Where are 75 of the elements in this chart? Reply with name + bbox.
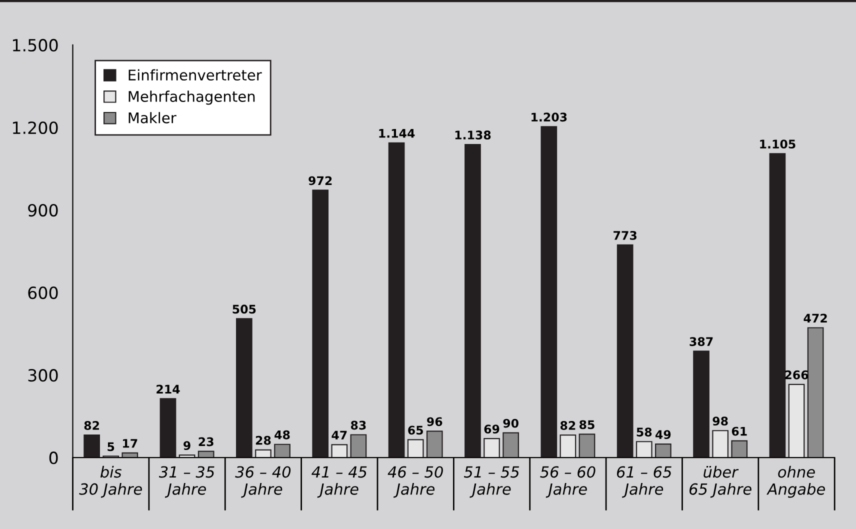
x-tick-label: 51 – 55 Jahre [464,466,520,498]
bar [426,430,443,458]
x-tick-label: 31 – 35 Jahre [158,466,214,498]
bar [160,398,176,458]
bar [788,384,805,458]
y-tick-label: 600 [28,286,58,300]
data-label: 505 [232,304,256,314]
x-tick-label: über 65 Jahre [690,466,752,498]
x-tick-label: 56 – 60 Jahre [540,466,596,498]
y-tick-label: 0 [49,452,58,464]
data-label: 90 [503,418,518,428]
bar [769,153,786,458]
bar [331,444,348,458]
legend-label: Mehrfachagenten [128,90,255,105]
x-tick-label: 46 – 50 Jahre [388,466,443,498]
data-label: 387 [690,337,713,346]
y-tick-label: 300 [28,369,58,382]
x-tick-label: 61 – 65 Jahre [616,466,672,498]
data-label: 28 [256,436,271,445]
bar [255,449,272,458]
data-label: 49 [656,430,671,440]
data-label: 23 [198,437,214,446]
bar [236,318,252,458]
data-label: 65 [408,426,423,435]
data-label: 85 [580,420,594,430]
bar [388,142,405,458]
data-label: 58 [636,428,652,437]
x-tick-label: 36 – 40 Jahre [235,466,291,498]
bar [636,441,652,458]
data-label: 9 [184,441,190,450]
y-tick-label: 1.500 [12,38,58,52]
x-tick-label: bis 30 Jahre [79,466,142,498]
bar [693,350,710,458]
bar [540,126,558,458]
data-label: 96 [427,417,442,426]
data-label: 1.203 [532,112,567,122]
data-label: 214 [156,384,180,394]
bar [502,432,519,458]
bar [731,440,748,458]
data-label: 1.138 [455,130,491,140]
bar [578,434,596,458]
bar [198,450,214,458]
data-label: 5 [108,442,114,452]
data-label: 472 [804,314,827,323]
data-label: 773 [614,230,636,240]
bar [484,438,500,458]
data-label: 69 [484,424,500,434]
data-label: 61 [732,426,747,436]
data-label: 17 [123,439,138,448]
bar [350,434,367,458]
data-label: 1.144 [379,129,415,138]
data-label: 1.105 [760,140,796,149]
bar [84,434,100,458]
bar [312,190,329,458]
data-label: 98 [712,416,728,426]
data-label: 972 [308,176,332,186]
data-label: 82 [84,421,99,430]
bar [407,439,424,458]
bar [274,444,290,458]
data-label: 48 [274,430,290,440]
data-label: 83 [350,420,366,430]
x-tick-label: 41 – 45 Jahre [312,466,367,498]
bar [560,434,576,458]
y-tick-label: 1.200 [12,121,58,134]
bar [655,444,672,458]
x-tick-label: ohne Angabe [766,466,825,498]
data-label: 47 [332,430,347,440]
legend-label: Einfirmenvertreter [128,69,262,81]
y-tick-label: 900 [28,204,58,217]
legend-label: Makler [128,112,176,124]
data-label: 82 [560,421,576,430]
bar [464,144,481,458]
bar [616,244,634,458]
bar [712,430,728,458]
bar [807,327,824,458]
